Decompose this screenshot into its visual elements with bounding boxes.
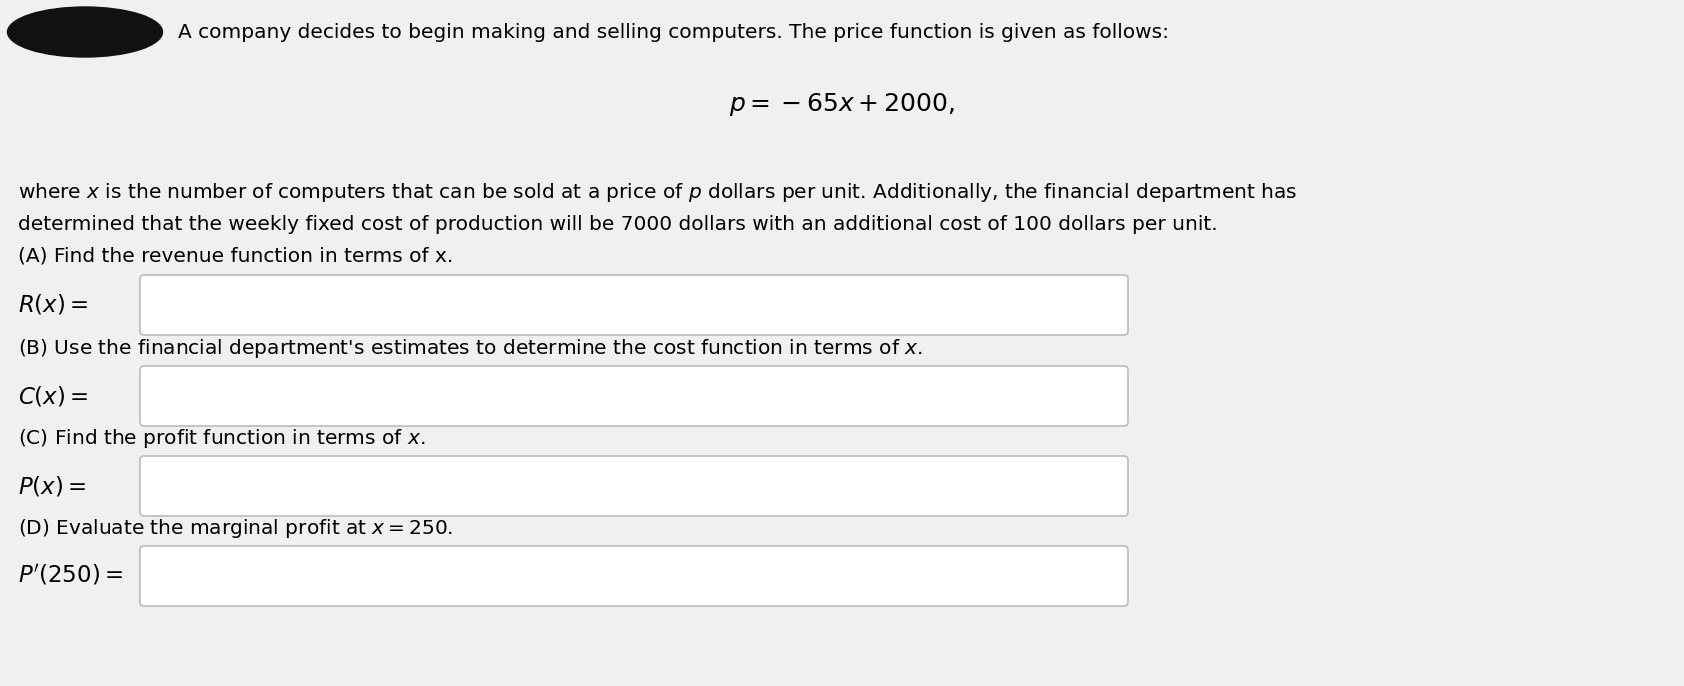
Text: $P(x) =$: $P(x) =$: [19, 474, 86, 498]
Text: $p = -65x + 2000,$: $p = -65x + 2000,$: [729, 91, 955, 119]
FancyBboxPatch shape: [140, 546, 1128, 606]
Text: $R(x) =$: $R(x) =$: [19, 293, 89, 317]
FancyBboxPatch shape: [140, 275, 1128, 335]
Text: (C) Find the profit function in terms of $x$.: (C) Find the profit function in terms of…: [19, 427, 426, 449]
Text: $P'(250) =$: $P'(250) =$: [19, 563, 123, 589]
Ellipse shape: [7, 7, 162, 57]
Text: (D) Evaluate the marginal profit at $x = 250$.: (D) Evaluate the marginal profit at $x =…: [19, 517, 453, 539]
Text: where $x$ is the number of computers that can be sold at a price of $p$ dollars : where $x$ is the number of computers tha…: [19, 180, 1297, 204]
Text: (A) Find the revenue function in terms of x.: (A) Find the revenue function in terms o…: [19, 246, 453, 265]
Text: (B) Use the financial department's estimates to determine the cost function in t: (B) Use the financial department's estim…: [19, 337, 923, 359]
Text: determined that the weekly fixed cost of production will be 7000 dollars with an: determined that the weekly fixed cost of…: [19, 215, 1218, 233]
FancyBboxPatch shape: [140, 366, 1128, 426]
FancyBboxPatch shape: [140, 456, 1128, 516]
Text: $C(x) =$: $C(x) =$: [19, 384, 89, 408]
Text: A company decides to begin making and selling computers. The price function is g: A company decides to begin making and se…: [179, 23, 1169, 41]
